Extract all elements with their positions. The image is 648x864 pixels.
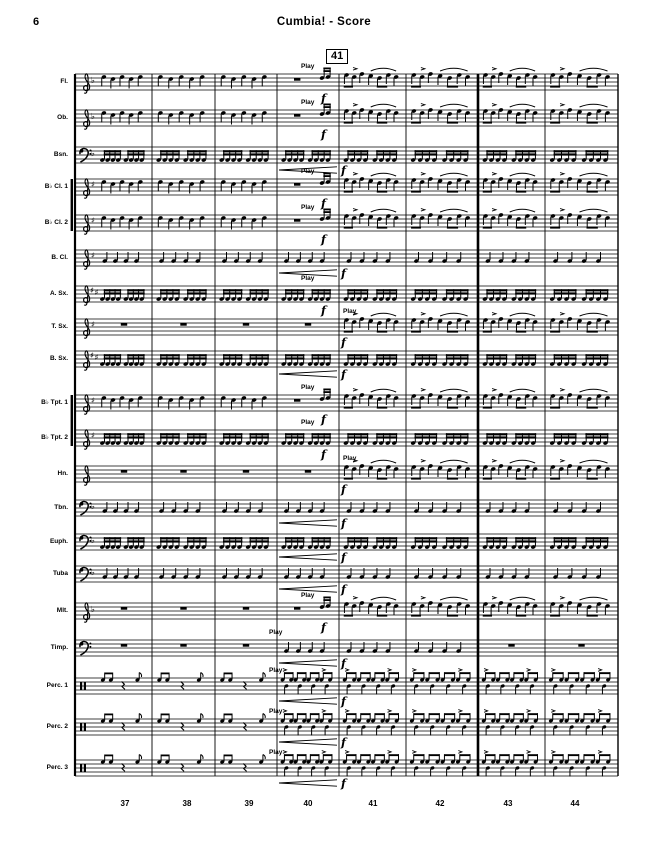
svg-text:♭: ♭ (91, 536, 95, 546)
play-annotation: Play (269, 708, 283, 715)
staff-label-13: Tbn. (54, 504, 68, 511)
forte-dynamic: f (341, 582, 346, 596)
staff-label-6: B. Cl. (51, 254, 68, 261)
play-annotation: Play (301, 168, 315, 175)
play-annotation: Play (343, 455, 357, 462)
staff-label-16: Mlt. (56, 607, 68, 614)
forte-dynamic: f (341, 482, 346, 496)
svg-text:♯: ♯ (91, 396, 95, 405)
svg-text:♯: ♯ (91, 251, 95, 260)
play-annotation: Play (269, 749, 283, 756)
svg-text:♯: ♯ (90, 286, 94, 295)
svg-text:♯: ♯ (91, 216, 95, 225)
play-annotation: Play (301, 204, 315, 211)
forte-dynamic: f (341, 266, 346, 280)
play-annotation: Play (343, 308, 357, 315)
staff-label-12: Hn. (57, 470, 68, 477)
svg-text:♭: ♭ (91, 112, 95, 122)
svg-text:♭: ♭ (91, 568, 95, 578)
svg-text:♯: ♯ (95, 288, 99, 297)
svg-text:♯: ♯ (90, 351, 94, 360)
svg-text:♭: ♭ (91, 605, 95, 615)
measure-number: 43 (503, 799, 513, 808)
page-title: Cumbia! - Score (276, 16, 372, 28)
forte-dynamic: f (341, 335, 346, 349)
forte-dynamic: f (341, 656, 346, 670)
play-annotation: Play (301, 63, 315, 70)
measure-number: 37 (120, 799, 130, 808)
forte-dynamic: f (341, 776, 346, 790)
forte-dynamic: f (321, 447, 326, 461)
play-annotation: Play (301, 275, 315, 282)
forte-dynamic: f (341, 163, 346, 177)
staff-label-19: Perc. 2 (46, 723, 68, 730)
staff-label-14: Euph. (49, 538, 68, 545)
forte-dynamic: f (341, 516, 346, 530)
forte-dynamic: f (341, 694, 346, 708)
play-annotation: Play (301, 99, 315, 106)
measure-number: 44 (570, 799, 580, 808)
svg-text:♯: ♯ (91, 320, 95, 329)
staff-label-17: Timp. (50, 644, 68, 651)
measure-number: 42 (435, 799, 445, 808)
play-annotation: Play (301, 592, 315, 599)
staff-label-3: Bsn. (53, 151, 68, 158)
measure-number: 41 (368, 799, 378, 808)
svg-text:♯: ♯ (91, 431, 95, 440)
measure-number: 38 (182, 799, 192, 808)
forte-dynamic: f (321, 412, 326, 426)
staff-label-5: B♭ Cl. 2 (44, 219, 68, 226)
page-number: 6 (33, 16, 40, 28)
staff-label-20: Perc. 3 (46, 764, 68, 771)
measure-number: 40 (303, 799, 313, 808)
staff-label-2: Ob. (57, 114, 68, 121)
measure-number: 39 (244, 799, 254, 808)
play-annotation: Play (301, 384, 315, 391)
staff-label-11: B♭ Tpt. 2 (41, 434, 68, 441)
svg-text:♭: ♭ (91, 149, 95, 159)
forte-dynamic: f (341, 550, 346, 564)
staff-label-10: B♭ Tpt. 1 (41, 399, 68, 406)
staff-label-9: B. Sx. (49, 355, 68, 362)
forte-dynamic: f (321, 91, 326, 105)
forte-dynamic: f (321, 232, 326, 246)
forte-dynamic: f (321, 127, 326, 141)
staff-label-15: Tuba (52, 570, 68, 577)
svg-text:♭: ♭ (91, 76, 95, 86)
rehearsal-mark: 41 (326, 49, 349, 64)
forte-dynamic: f (341, 735, 346, 749)
play-annotation: Play (301, 419, 315, 426)
forte-dynamic: f (341, 367, 346, 381)
play-annotation: Play (269, 667, 283, 674)
staff-label-7: A. Sx. (49, 290, 68, 297)
staff-label-4: B♭ Cl. 1 (44, 183, 68, 190)
forte-dynamic: f (321, 196, 326, 210)
svg-text:♯: ♯ (91, 180, 95, 189)
svg-text:♯: ♯ (95, 353, 99, 362)
staff-label-1: Fl. (60, 78, 68, 85)
staff-label-18: Perc. 1 (46, 682, 68, 689)
staff-label-8: T. Sx. (51, 323, 68, 330)
forte-dynamic: f (321, 303, 326, 317)
svg-text:♭: ♭ (91, 502, 95, 512)
forte-dynamic: f (321, 620, 326, 634)
play-annotation: Play (269, 629, 283, 636)
